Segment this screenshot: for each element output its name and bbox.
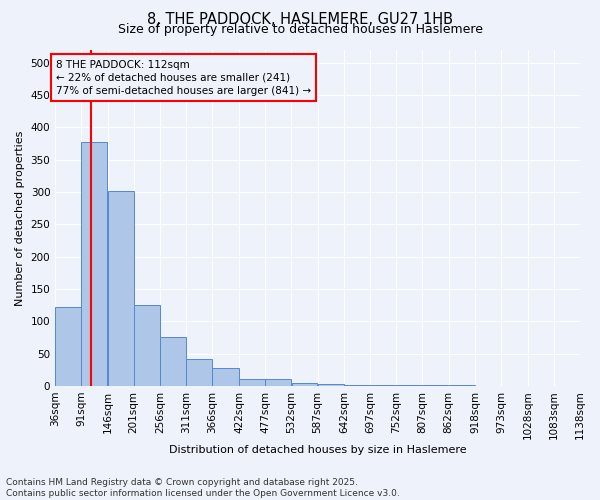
X-axis label: Distribution of detached houses by size in Haslemere: Distribution of detached houses by size … [169,445,466,455]
Text: 8, THE PADDOCK, HASLEMERE, GU27 1HB: 8, THE PADDOCK, HASLEMERE, GU27 1HB [147,12,453,28]
Bar [396,385,422,386]
Bar [134,305,160,386]
Bar [160,338,186,386]
Bar [239,380,265,386]
Bar [265,380,291,386]
Bar [344,384,370,386]
Text: Contains HM Land Registry data © Crown copyright and database right 2025.
Contai: Contains HM Land Registry data © Crown c… [6,478,400,498]
Bar [186,358,212,386]
Y-axis label: Number of detached properties: Number of detached properties [15,130,25,306]
Bar [370,385,396,386]
Bar [449,385,475,386]
Bar [55,307,81,386]
Text: 8 THE PADDOCK: 112sqm
← 22% of detached houses are smaller (241)
77% of semi-det: 8 THE PADDOCK: 112sqm ← 22% of detached … [56,60,311,96]
Bar [318,384,344,386]
Bar [292,382,317,386]
Bar [422,385,448,386]
Text: Size of property relative to detached houses in Haslemere: Size of property relative to detached ho… [118,22,482,36]
Bar [82,142,107,386]
Bar [107,191,134,386]
Bar [212,368,239,386]
